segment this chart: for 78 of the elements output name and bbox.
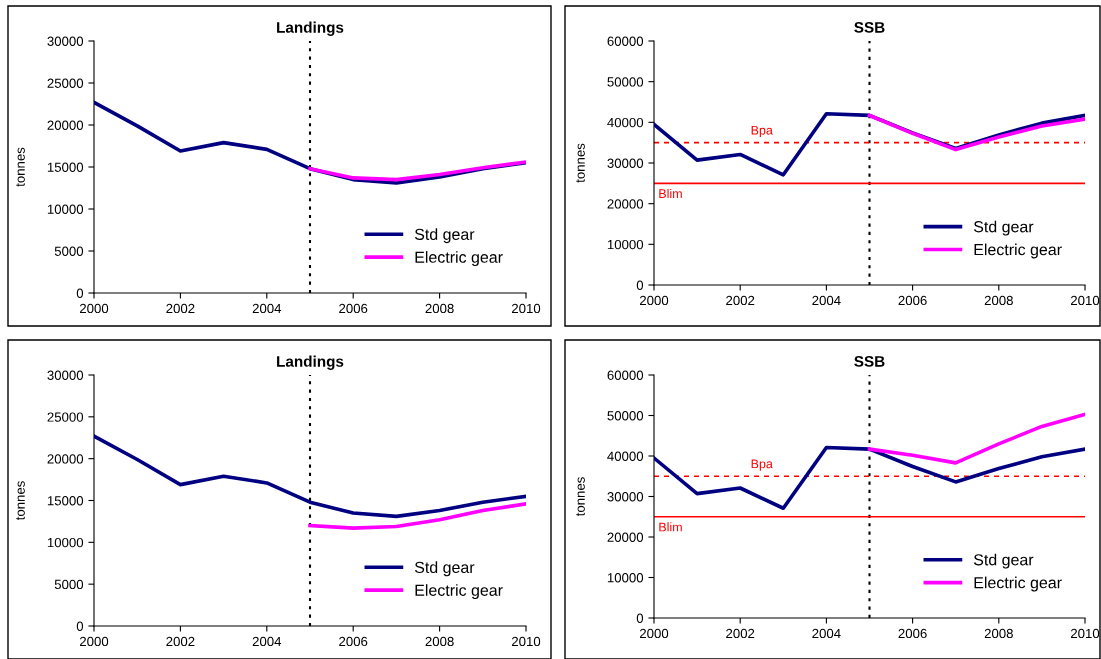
y-tick-label: 20000	[607, 532, 644, 542]
y-tick-label: 5000	[54, 579, 84, 590]
x-tick-label: 2000	[639, 295, 669, 306]
x-tick-label: 2004	[252, 636, 282, 647]
x-tick-label: 2006	[339, 636, 368, 647]
line-series	[308, 502, 526, 530]
y-tick-label: 30000	[47, 36, 84, 46]
y-tick-label: 60000	[607, 370, 644, 380]
y-tick-label: 0	[76, 288, 84, 298]
y-tick-label: 30000	[607, 158, 644, 168]
x-tick-label: 2006	[898, 628, 927, 639]
chart-title: SSB	[854, 22, 885, 33]
ref-line-label: Blim	[659, 522, 682, 532]
y-tick-label: 5000	[54, 246, 84, 256]
line-series	[94, 434, 526, 519]
y-tick-label: 50000	[607, 411, 644, 421]
legend-label: Electric gear	[974, 576, 1062, 592]
y-axis-title: tonnes	[576, 477, 585, 517]
y-tick-label: 10000	[47, 204, 84, 214]
legend-label: Std gear	[414, 228, 475, 244]
y-tick-label: 60000	[607, 36, 644, 46]
ref-line-label: Bpa	[751, 125, 773, 138]
y-tick-label: 0	[636, 280, 644, 290]
y-tick-label: 50000	[607, 77, 644, 87]
line-series	[867, 113, 1085, 152]
y-tick-label: 20000	[607, 199, 644, 209]
y-tick-label: 10000	[607, 239, 644, 250]
x-tick-label: 2010	[511, 303, 541, 314]
chart-title: SSB	[854, 356, 885, 367]
line-series	[654, 445, 1085, 511]
y-axis-title: tonnes	[576, 143, 585, 183]
x-tick-label: 2000	[639, 628, 669, 639]
y-axis-title: tonnes	[16, 481, 25, 521]
x-tick-label: 2008	[984, 295, 1013, 306]
x-tick-label: 2008	[425, 303, 454, 314]
y-tick-label: 0	[76, 621, 84, 631]
y-tick-label: 10000	[47, 537, 84, 548]
line-series	[867, 412, 1085, 465]
line-series	[308, 160, 526, 182]
x-tick-label: 2000	[79, 303, 109, 314]
x-tick-label: 2002	[726, 295, 755, 306]
legend-label: Electric gear	[415, 251, 503, 267]
legend-label: Std gear	[414, 561, 475, 577]
x-tick-label: 2008	[425, 636, 454, 647]
y-tick-label: 25000	[47, 412, 84, 422]
legend-label: Electric gear	[974, 243, 1062, 259]
x-tick-label: 2006	[898, 295, 927, 306]
chart-title: Landings	[277, 355, 344, 370]
x-tick-label: 2008	[984, 628, 1013, 639]
ref-line-label: Bpa	[751, 459, 773, 471]
y-tick-label: 40000	[607, 117, 644, 128]
x-tick-label: 2000	[79, 636, 109, 647]
x-tick-label: 2010	[1070, 628, 1100, 639]
y-tick-label: 10000	[607, 573, 644, 583]
legend-label: Std gear	[973, 553, 1034, 569]
y-tick-label: 40000	[607, 451, 644, 461]
x-tick-label: 2006	[339, 303, 368, 314]
legend-label: Electric gear	[415, 584, 503, 600]
y-tick-label: 30000	[607, 492, 644, 502]
y-tick-label: 20000	[47, 454, 84, 464]
legend-label: Std gear	[973, 220, 1034, 236]
y-tick-label: 0	[636, 613, 644, 623]
x-tick-label: 2004	[252, 303, 282, 314]
y-tick-label: 25000	[47, 78, 84, 88]
x-tick-label: 2002	[166, 303, 195, 314]
y-tick-label: 20000	[47, 120, 84, 130]
x-tick-label: 2002	[166, 636, 195, 647]
y-axis-title: tonnes	[16, 147, 25, 187]
x-tick-label: 2002	[726, 628, 755, 639]
x-tick-label: 2004	[812, 295, 841, 306]
x-tick-label: 2010	[1070, 295, 1100, 306]
y-tick-label: 30000	[47, 370, 84, 380]
x-tick-label: 2010	[511, 636, 541, 647]
y-tick-label: 15000	[47, 496, 84, 506]
y-tick-label: 15000	[47, 162, 84, 172]
x-tick-label: 2004	[812, 628, 841, 639]
chart-title: Landings	[277, 21, 344, 36]
ref-line-label: Blim	[659, 188, 682, 198]
